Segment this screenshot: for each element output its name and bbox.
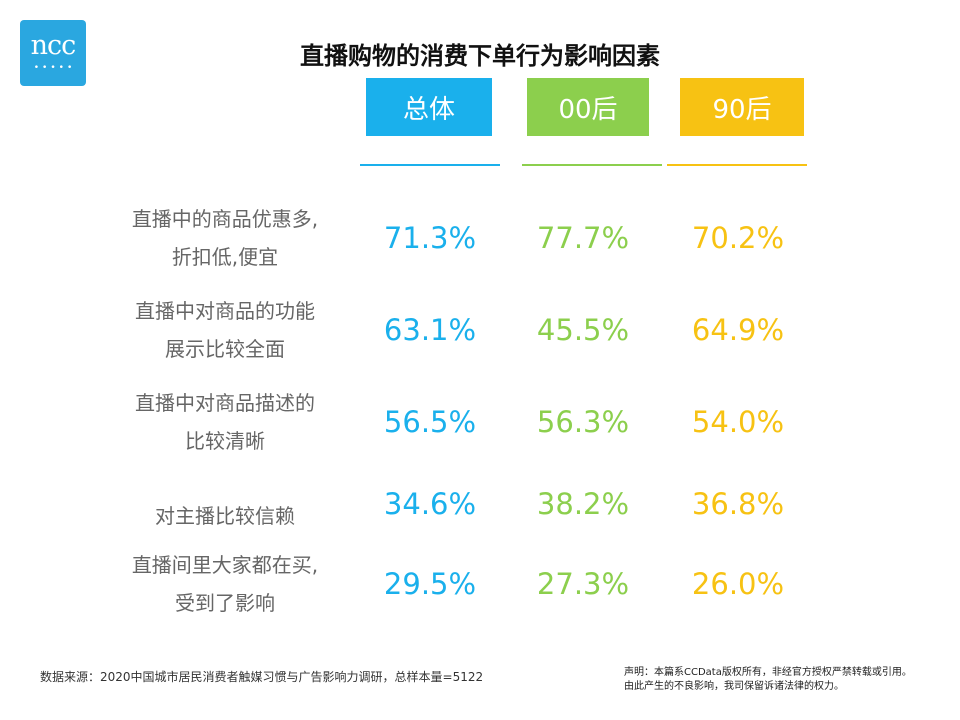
column-underline-1 bbox=[360, 164, 500, 166]
disclaimer: 声明：本篇系CCData版权所有，非经官方授权严禁转载或引用。 由此产生的不良影… bbox=[624, 666, 954, 694]
chart-title: 直播购物的消费下单行为影响因素 bbox=[300, 42, 660, 70]
value-cell: 56.5% bbox=[383, 405, 477, 439]
column-underline-3 bbox=[667, 164, 807, 166]
value-cell: 63.1% bbox=[383, 313, 477, 347]
row-label: 直播中对商品的功能 展示比较全面 bbox=[100, 292, 350, 368]
row-label-line: 比较清晰 bbox=[185, 429, 265, 453]
row-label-line: 对主播比较信赖 bbox=[155, 504, 295, 528]
row-label-line: 展示比较全面 bbox=[165, 337, 285, 361]
column-header-2: 00后 bbox=[527, 78, 649, 136]
value-cell: 34.6% bbox=[383, 487, 477, 521]
column-header-1: 总体 bbox=[366, 78, 492, 136]
value-cell: 71.3% bbox=[383, 221, 477, 255]
value-cell: 36.8% bbox=[691, 487, 785, 521]
value-cell: 38.2% bbox=[536, 487, 630, 521]
row-label: 直播间里大家都在买, 受到了影响 bbox=[100, 546, 350, 622]
source-note: 数据来源：2020中国城市居民消费者触媒习惯与广告影响力调研，总样本量=5122 bbox=[40, 670, 484, 684]
disclaimer-line-2: 由此产生的不良影响，我司保留诉诸法律的权力。 bbox=[624, 681, 844, 692]
value-cell: 27.3% bbox=[536, 567, 630, 601]
logo-dots: ••••• bbox=[33, 62, 76, 73]
row-label-line: 直播间里大家都在买, bbox=[131, 553, 319, 577]
value-cell: 77.7% bbox=[536, 221, 630, 255]
value-cell: 26.0% bbox=[691, 567, 785, 601]
row-label: 直播中对商品描述的 比较清晰 bbox=[100, 384, 350, 460]
row-label-line: 直播中对商品的功能 bbox=[135, 299, 315, 323]
row-label-line: 直播中对商品描述的 bbox=[135, 391, 315, 415]
value-cell: 64.9% bbox=[691, 313, 785, 347]
row-label: 直播中的商品优惠多, 折扣低,便宜 bbox=[100, 200, 350, 276]
disclaimer-line-1: 声明：本篇系CCData版权所有，非经官方授权严禁转载或引用。 bbox=[624, 667, 912, 678]
ncc-logo: ncc ••••• bbox=[20, 20, 86, 86]
value-cell: 56.3% bbox=[536, 405, 630, 439]
value-cell: 45.5% bbox=[536, 313, 630, 347]
value-cell: 29.5% bbox=[383, 567, 477, 601]
row-label: 对主播比较信赖 bbox=[100, 497, 350, 535]
row-label-line: 受到了影响 bbox=[175, 591, 275, 615]
value-cell: 70.2% bbox=[691, 221, 785, 255]
column-underline-2 bbox=[522, 164, 662, 166]
row-label-line: 直播中的商品优惠多, bbox=[131, 207, 319, 231]
value-cell: 54.0% bbox=[691, 405, 785, 439]
column-header-3: 90后 bbox=[680, 78, 804, 136]
row-label-line: 折扣低,便宜 bbox=[171, 245, 279, 269]
logo-text: ncc bbox=[30, 29, 77, 61]
